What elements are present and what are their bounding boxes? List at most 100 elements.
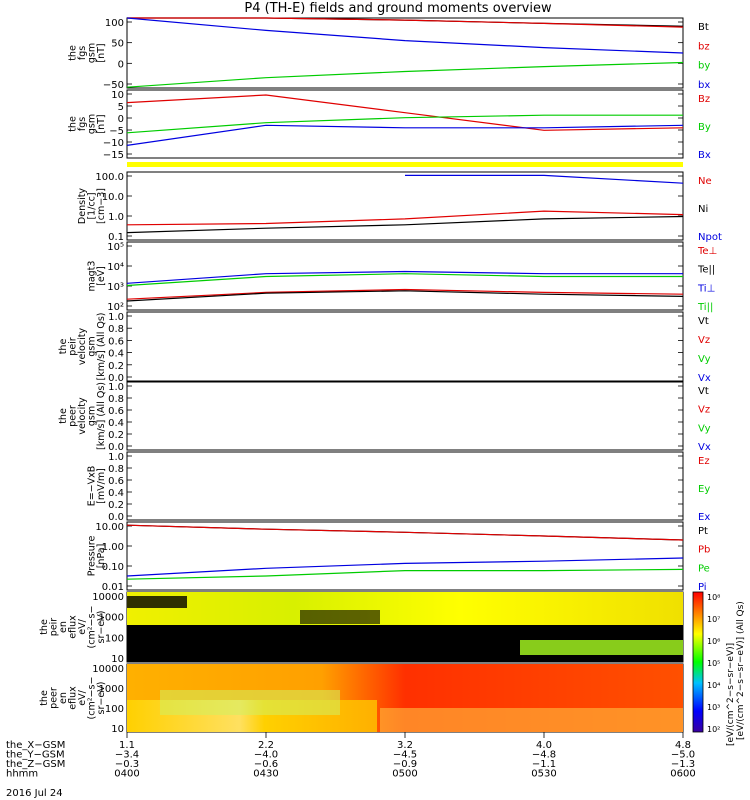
colorbar-label-all-qs: [eV/(cm^2−s−sr−eV)] (All Qs) (736, 601, 746, 740)
series-line-ne (126, 210, 684, 226)
y-axis-label: peer (68, 405, 79, 427)
x-axis-row-label: the_Y−GSM (6, 750, 65, 761)
y-tick-label: 0.2 (108, 430, 124, 441)
y-axis-label: eflux (68, 686, 79, 710)
series-line-bx (126, 17, 684, 54)
panel-frame (126, 381, 684, 451)
series-line-te (126, 288, 684, 300)
colorbar-tick: 10⁷ (707, 615, 720, 624)
y-tick-label: 100 (105, 633, 124, 644)
legend-ex: Ex (698, 512, 710, 523)
series-line-pi (126, 557, 684, 577)
peer-spectrogram (127, 664, 683, 732)
y-axis-label: the (68, 116, 79, 132)
legend-bz: bz (698, 41, 710, 52)
legend-vt: Vt (698, 386, 709, 397)
y-tick-label: 0.0 (108, 373, 124, 384)
y-tick-label: 10 (111, 654, 124, 665)
y-axis-label: the (39, 690, 50, 706)
y-tick-label: 10² (107, 302, 124, 313)
panel-temperature: 10⁵ 10⁴ 10³ 10² magt3[eV] Te⊥ Te|| Ti⊥ Ti|| (87, 241, 717, 313)
y-axis-label: peir (49, 618, 60, 637)
y-tick-label: 0.01 (102, 582, 124, 593)
x-tick-label: −4.5 (393, 750, 417, 761)
y-axis-label: the (58, 408, 69, 424)
x-tick-label: −0.6 (254, 759, 278, 770)
x-tick-label: 0600 (670, 769, 695, 780)
y-tick-label: −5 (109, 126, 124, 137)
y-tick-label: 100.0 (95, 172, 124, 183)
x-axis-row-label: the_Z−GSM (6, 759, 65, 770)
y-axis-label: the (39, 619, 50, 635)
y-axis-label: en (58, 692, 69, 704)
series-line-te (126, 290, 684, 302)
x-tick-label: 4.8 (675, 740, 691, 751)
panel-frame (126, 311, 684, 382)
y-tick-label: 1.0 (108, 382, 124, 393)
y-axis-label: the (68, 45, 79, 61)
x-tick-label: −0.3 (115, 759, 139, 770)
y-tick-label: 0.4 (108, 349, 124, 360)
series-line-by (126, 114, 683, 134)
date-label: 2016 Jul 24 (6, 788, 63, 799)
y-tick-label: 1.0 (108, 212, 124, 223)
y-tick-label: 10⁵ (107, 242, 124, 253)
y-tick-label: 10.0 (102, 192, 124, 203)
colorbar-tick: 10⁴ (707, 681, 720, 690)
panel-frame (126, 171, 684, 241)
y-axis-label: velocity (77, 328, 88, 366)
y-tick-label: 10³ (107, 282, 124, 293)
y-axis-label: eflux (68, 615, 79, 639)
legend-vx: Vx (698, 442, 711, 453)
y-tick-label: −10 (103, 138, 124, 149)
x-tick-label: 4.0 (536, 740, 552, 751)
legend-ni: Ni (698, 204, 708, 215)
y-tick-label: 1.00 (102, 542, 124, 553)
y-axis-label: magt3 (87, 261, 98, 292)
y-axis-label: E=−VxB (87, 466, 98, 507)
y-axis-label: peir (68, 337, 79, 356)
x-tick-label: −1.3 (671, 759, 695, 770)
y-axis-label: [mV/m] (96, 468, 107, 504)
y-tick-label: 0.6 (108, 476, 124, 487)
y-tick-label: 0 (118, 114, 124, 125)
legend-vz: Vz (698, 405, 710, 416)
y-tick-label: 1000 (99, 684, 124, 695)
legend-npot: Npot (698, 232, 722, 243)
y-tick-label: 10⁴ (107, 262, 124, 273)
quality-flag-bar (127, 162, 683, 167)
series-line-pb (126, 524, 684, 541)
y-axis-label: [cm−3] (96, 188, 107, 224)
y-tick-label: 0.0 (108, 442, 124, 453)
legend-pb: Pb (698, 545, 710, 556)
y-tick-label: 0.4 (108, 418, 124, 429)
legend-ne: Ne (698, 176, 712, 187)
y-axis-label: gsm (87, 336, 98, 356)
y-tick-label: 10 (111, 90, 124, 101)
legend-ti: Ti|| (697, 302, 713, 313)
colorbar-tick: 10⁸ (707, 593, 720, 602)
y-axis-label: gsm (87, 43, 98, 63)
y-tick-label: 1000 (99, 613, 124, 624)
x-tick-label: −5.0 (671, 750, 695, 761)
panel-frame (126, 521, 684, 591)
panel-frame (126, 89, 684, 159)
series-line-npot (405, 174, 684, 184)
y-tick-label: 0.6 (108, 336, 124, 347)
legend-ez: Ez (698, 456, 710, 467)
y-axis-label: fgs (77, 46, 88, 60)
series-group-pressure (126, 524, 684, 580)
colorbar-tick: 10⁶ (707, 637, 720, 646)
y-axis-label: fgs (77, 117, 88, 131)
series-line-ni (126, 215, 684, 234)
y-tick-label: 10000 (92, 664, 124, 675)
y-axis-label: [nT] (96, 114, 107, 133)
y-tick-label: −50 (103, 80, 124, 91)
y-axis-label: Pressure (87, 536, 98, 577)
y-axis-label: en (58, 621, 69, 633)
x-axis-row-label: hhmm (6, 769, 38, 780)
y-tick-label: 5 (118, 102, 124, 113)
legend-vz: Vz (698, 335, 710, 346)
